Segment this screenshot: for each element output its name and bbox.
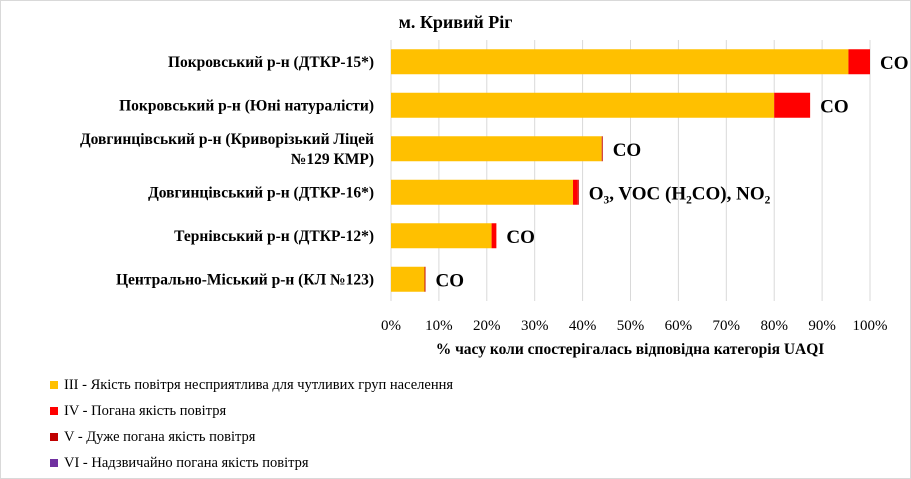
x-tick-label: 40% (569, 318, 597, 334)
bar-segment-cat-5 (601, 136, 603, 162)
category-label-line: Довгинцівський р-н (ДТКР-16*) (148, 184, 374, 201)
legend-item-cat-3: III - Якість повітря несприятлива для чу… (50, 372, 453, 398)
x-tick-label: 90% (808, 318, 836, 334)
bar-segment-cat-4 (491, 223, 497, 249)
chart-title: м. Кривий Ріг (398, 12, 513, 32)
chart-legend: III - Якість повітря несприятлива для чу… (50, 372, 453, 476)
x-tick-label: 50% (617, 318, 645, 334)
bar-segment-cat-3 (391, 92, 775, 118)
legend-label-cat-6: VI - Надзвичайно погана якість повітря (64, 454, 309, 471)
category-label-line: Тернівський р-н (ДТКР-12*) (174, 228, 374, 245)
bar-segment-cat-3 (391, 266, 425, 292)
category-label: Тернівський р-н (ДТКР-12*) (174, 228, 374, 245)
x-axis-label: % часу коли спостерігалась відповідна ка… (436, 341, 825, 358)
category-label: Покровський р-н (ДТКР-15*) (168, 54, 374, 71)
bar-annotation: CO (880, 53, 909, 74)
bar-annotation: CO (820, 96, 849, 117)
x-tick-label: 100% (853, 318, 888, 334)
bar-annotation: CO (435, 270, 464, 291)
x-tick-label: 20% (473, 318, 501, 334)
category-label: Центрально-Міський р-н (КЛ №123) (116, 271, 374, 288)
legend-swatch-cat-4 (50, 407, 58, 415)
bar-segment-cat-3 (391, 179, 574, 205)
legend-swatch-cat-3 (50, 381, 58, 389)
legend-label-cat-4: IV - Погана якість повітря (64, 402, 227, 419)
bar-annotation: CO (506, 227, 535, 248)
x-tick-label: 80% (760, 318, 788, 334)
bar-segment-cat-3 (391, 49, 849, 75)
x-tick-label: 10% (425, 318, 453, 334)
bar-segment-cat-3 (391, 223, 492, 249)
category-label-line: Довгинцівський р-н (Криворізький Ліцей (80, 131, 374, 148)
legend-swatch-cat-5 (50, 433, 58, 441)
x-tick-label: 30% (521, 318, 549, 334)
legend-item-cat-6: VI - Надзвичайно погана якість повітря (50, 450, 453, 476)
x-tick-label: 70% (713, 318, 741, 334)
bar-segment-cat-5 (424, 266, 426, 292)
bar-segment-cat-4 (573, 179, 578, 205)
bar-annotation: CO (613, 140, 642, 161)
bar-segment-cat-3 (391, 136, 602, 162)
legend-label-cat-3: III - Якість повітря несприятлива для чу… (64, 376, 454, 393)
legend-label-cat-5: V - Дуже погана якість повітря (64, 428, 256, 445)
category-label-line: Покровський р-н (ДТКР-15*) (168, 54, 374, 71)
category-label-line: №129 КМР) (291, 151, 374, 168)
legend-swatch-cat-6 (50, 459, 58, 467)
bar-segment-cat-5 (577, 179, 579, 205)
legend-item-cat-4: IV - Погана якість повітря (50, 398, 453, 424)
x-tick-label: 0% (381, 318, 401, 334)
bar-segment-cat-4 (774, 92, 811, 118)
category-label-line: Центрально-Міський р-н (КЛ №123) (116, 271, 374, 288)
bar-segment-cat-4 (848, 49, 870, 75)
category-label-line: Покровський р-н (Юні натуралісти) (119, 97, 374, 114)
category-label: Довгинцівський р-н (Криворізький Ліцей №1… (80, 131, 374, 168)
bar-annotation: O₃, VOC (H₂CO), NO₂ (589, 183, 771, 204)
x-tick-label: 60% (665, 318, 693, 334)
category-label: Покровський р-н (Юні натуралісти) (119, 97, 374, 114)
legend-item-cat-5: V - Дуже погана якість повітря (50, 424, 453, 450)
category-label: Довгинцівський р-н (ДТКР-16*) (148, 184, 374, 201)
